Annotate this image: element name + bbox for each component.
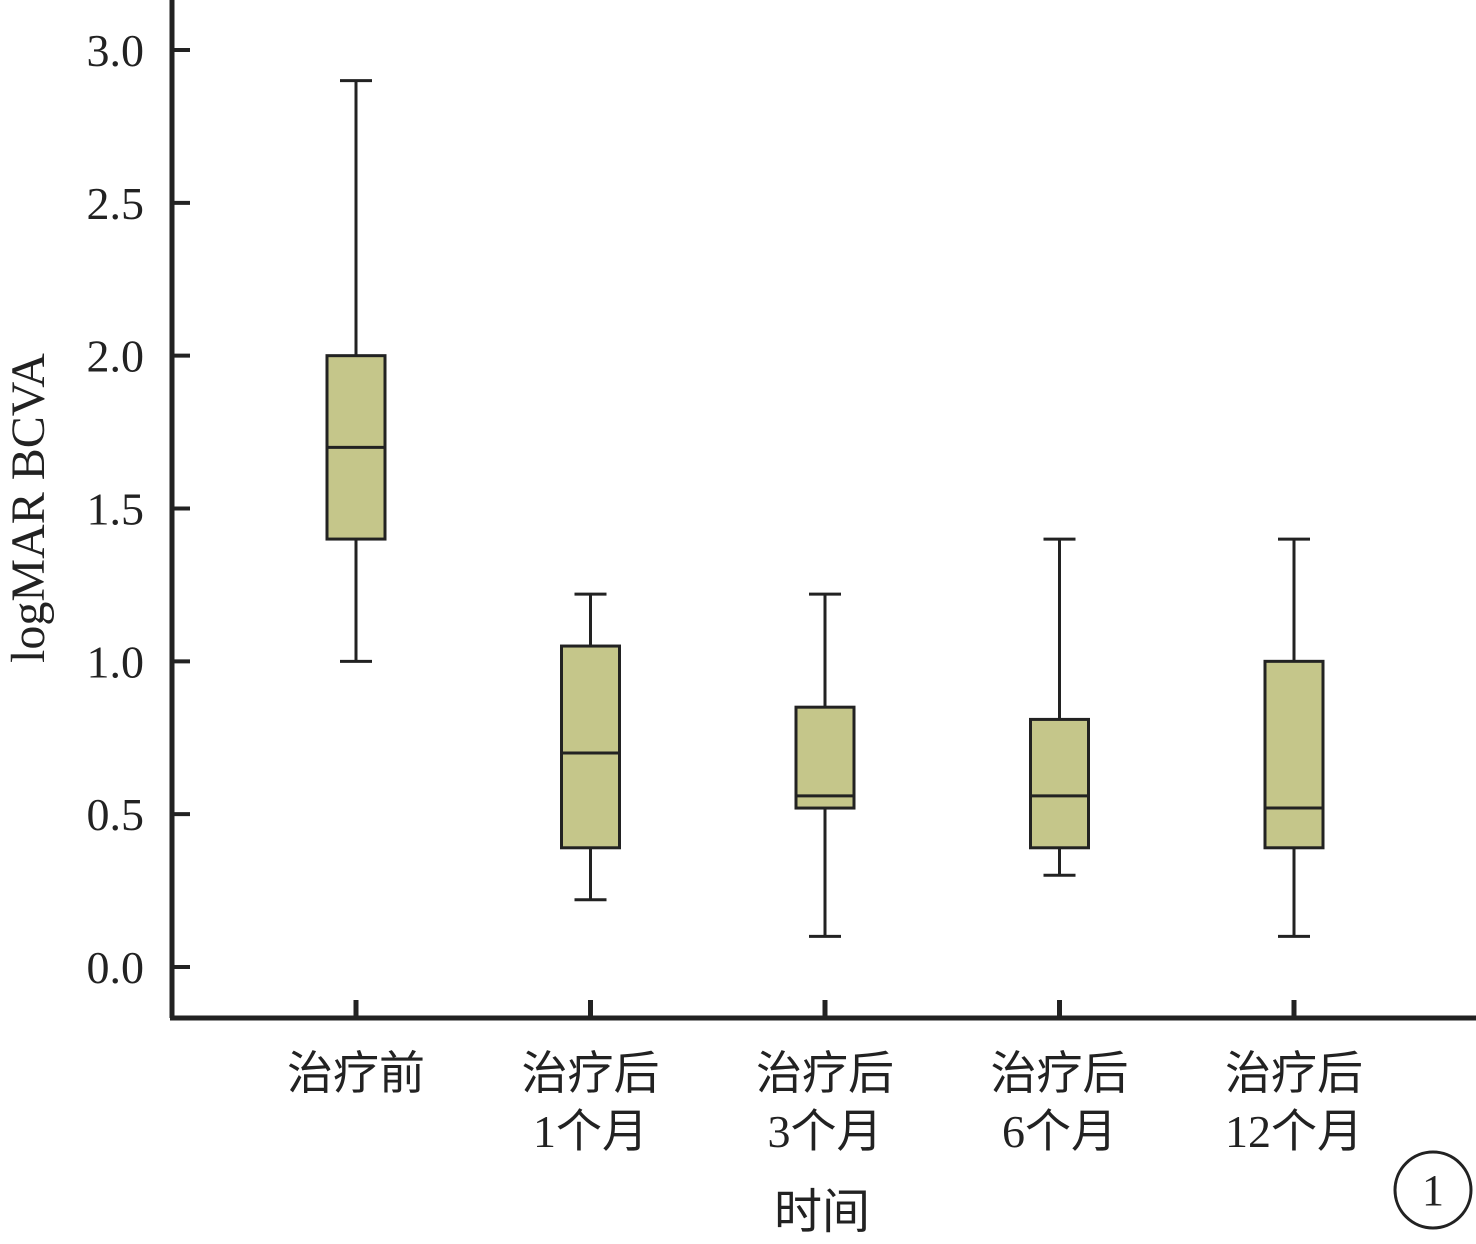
y-axis-title: logMAR BCVA	[2, 353, 55, 663]
y-tick-label: 1.0	[87, 636, 145, 687]
x-tick-label-line: 6个月	[1002, 1106, 1117, 1157]
x-tick-label: 治疗后 12个月	[1225, 1048, 1363, 1157]
boxes	[325, 79, 1325, 938]
box-group	[325, 79, 387, 663]
y-tick-label: 3.0	[87, 25, 145, 76]
x-tick-label: 治疗前	[287, 1048, 425, 1099]
figure-number-badge: 1	[1393, 1150, 1473, 1230]
x-tick-label-line: 3个月	[768, 1106, 883, 1157]
y-tick-label: 2.0	[87, 331, 145, 382]
x-tick-label-line: 治疗后	[756, 1048, 894, 1099]
y-tick-label: 2.5	[87, 178, 145, 229]
iqr-box	[794, 705, 856, 810]
box-group	[794, 592, 856, 938]
x-axis: 治疗前 治疗后 1个月 治疗后 3个月 治疗后 6个月 治疗后 12个月	[170, 1000, 1476, 1157]
x-tick-label-line: 治疗前	[287, 1048, 425, 1099]
x-tick-label: 治疗后 3个月	[756, 1048, 894, 1157]
box-group	[1263, 537, 1325, 938]
x-tick-label-line: 治疗后	[991, 1048, 1129, 1099]
iqr-box	[1263, 659, 1325, 850]
box-group	[1029, 537, 1090, 877]
x-tick-label-line: 12个月	[1225, 1106, 1363, 1157]
y-tick-label: 1.5	[87, 484, 145, 535]
iqr-box	[560, 644, 621, 850]
iqr-box	[1029, 717, 1090, 850]
x-tick-label-line: 治疗后	[522, 1048, 660, 1099]
y-tick-label: 0.5	[87, 789, 145, 840]
x-axis-title: 时间	[774, 1186, 870, 1239]
y-tick-label: 0.0	[87, 942, 145, 993]
x-tick-label: 治疗后 6个月	[991, 1048, 1129, 1157]
x-tick-label: 治疗后 1个月	[522, 1048, 660, 1157]
figure-number-circle	[1393, 1150, 1473, 1230]
figure-number: 1	[1422, 1166, 1444, 1215]
x-tick-label-line: 1个月	[533, 1106, 648, 1157]
x-tick-label-line: 治疗后	[1225, 1048, 1363, 1099]
y-axis: 0.0 0.5 1.0 1.5 2.0 2.5 3.0	[87, 0, 190, 1018]
box-group	[560, 592, 621, 902]
